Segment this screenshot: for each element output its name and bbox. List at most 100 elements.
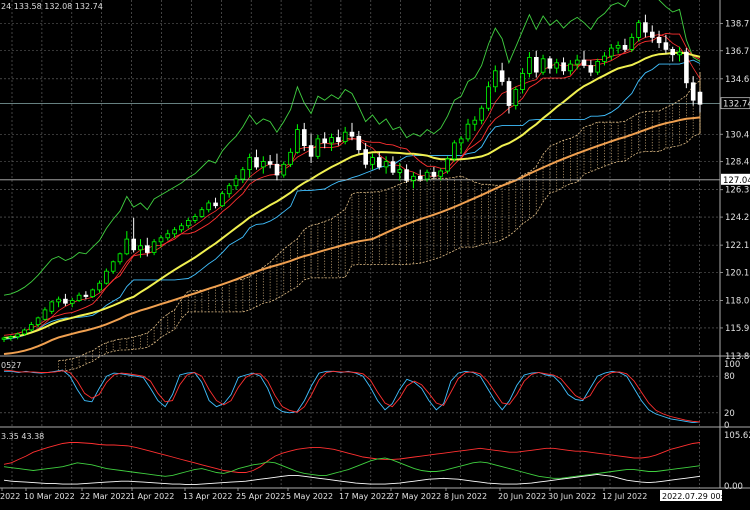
candle-bear	[376, 157, 382, 168]
x-date-label: 10 Mar 2022	[24, 492, 75, 501]
candle-bull	[8, 336, 14, 339]
candle-bear	[131, 238, 137, 251]
candle-bear	[690, 82, 696, 101]
candle-bull	[97, 282, 102, 291]
candle-bear	[254, 157, 259, 168]
candle-bull	[636, 22, 641, 38]
candles	[1, 14, 703, 342]
candle-bull	[492, 70, 498, 88]
x-date-label: 5 May 2022	[286, 492, 333, 501]
candle-bull	[629, 37, 635, 50]
candle-bear	[697, 91, 703, 105]
candle-bull	[28, 324, 34, 331]
level-box	[721, 173, 750, 185]
candle-bull	[1, 337, 7, 340]
candle-bull	[574, 59, 580, 65]
candle-bull	[609, 47, 614, 57]
candle-bull	[49, 301, 55, 312]
y-tick-label: 118.00	[725, 297, 750, 307]
candle-bull	[172, 229, 177, 235]
candle-bull	[527, 57, 532, 74]
candle-bear	[588, 65, 594, 73]
candle-bull	[513, 89, 519, 106]
candle-bull	[15, 333, 21, 338]
adx-series-0	[3, 442, 701, 473]
candle-bear	[213, 202, 218, 207]
candle-bear	[144, 245, 150, 253]
candle-bull	[56, 298, 61, 303]
candle-bear	[417, 175, 423, 180]
candle-bear	[622, 45, 628, 50]
ma-yellow	[3, 51, 701, 339]
candle-bull	[540, 58, 546, 73]
y-tick-label: 136.70	[725, 47, 750, 57]
candle-bull	[138, 245, 143, 251]
panel-frames	[0, 0, 750, 489]
candle-bull	[452, 142, 457, 160]
candle-bear	[431, 171, 437, 177]
candle-bull	[397, 169, 403, 173]
candle-bull	[110, 261, 116, 272]
candle-bull	[602, 55, 607, 62]
candle-bull	[595, 61, 600, 73]
candle-bear	[656, 37, 662, 44]
candle-bull	[615, 45, 621, 49]
candle-bull	[76, 294, 82, 301]
candle-bull	[677, 51, 682, 56]
kijun-sen	[3, 59, 701, 340]
candle-bear	[336, 137, 341, 143]
candle-bear	[349, 131, 355, 137]
candle-bear	[547, 58, 553, 69]
candle-bull	[240, 169, 246, 180]
x-date-label: 8 Jun 2022	[444, 492, 487, 501]
candle-bull	[35, 317, 41, 325]
candle-bull	[90, 289, 96, 297]
candle-bull	[199, 209, 205, 217]
ma-orange	[3, 116, 701, 355]
candle-bear	[581, 59, 587, 66]
candle-bear	[322, 138, 327, 144]
stochastic-tick-label: 0	[724, 421, 729, 431]
y-tick-label: 122.15	[725, 241, 750, 251]
candle-bear	[267, 161, 273, 165]
candle-bull	[520, 73, 525, 90]
candle-bull	[247, 157, 253, 171]
candle-bull	[329, 137, 334, 144]
main-header: 24 133.58 132.08 132.74	[1, 2, 103, 11]
candle-bear	[663, 42, 669, 50]
crosshair-date-box	[660, 490, 722, 501]
candle-bull	[226, 185, 232, 195]
candle-bear	[83, 294, 89, 297]
candle-bear	[506, 81, 512, 106]
senkou-span-a	[58, 72, 701, 362]
candle-bull	[465, 123, 471, 140]
candle-bull	[411, 175, 416, 181]
candle-bull	[342, 131, 348, 142]
y-tick-label: 134.60	[725, 75, 750, 85]
sub-panels	[0, 369, 720, 486]
x-date-label: 20 Jun 2022	[498, 492, 546, 501]
candle-bear	[684, 51, 689, 84]
adx-series-2	[3, 473, 701, 486]
y-tick-label: 126.30	[725, 186, 750, 196]
candle-bull	[42, 309, 48, 320]
x-date-label: 17 May 2022	[339, 492, 391, 501]
crosshair-date-label: 2022.07.29 00:00	[662, 492, 733, 501]
y-tick-label: 128.40	[725, 158, 750, 168]
stoch-header: 0527	[1, 361, 21, 370]
y-tick-label: 120.10	[725, 269, 750, 279]
candle-bull	[438, 170, 443, 177]
candle-bull	[104, 270, 109, 284]
candle-bear	[404, 169, 409, 181]
candle-bull	[233, 178, 239, 187]
y-tick-label: 124.25	[725, 213, 750, 223]
candle-bull	[179, 225, 184, 231]
stochastic-tick-label: 100	[724, 360, 740, 370]
candle-bear	[534, 57, 539, 73]
candle-bull	[220, 193, 225, 207]
candle-bull	[288, 151, 293, 165]
candle-bear	[301, 129, 307, 147]
candle-bear	[390, 161, 396, 173]
stochastic-tick-label: 20	[724, 409, 735, 419]
